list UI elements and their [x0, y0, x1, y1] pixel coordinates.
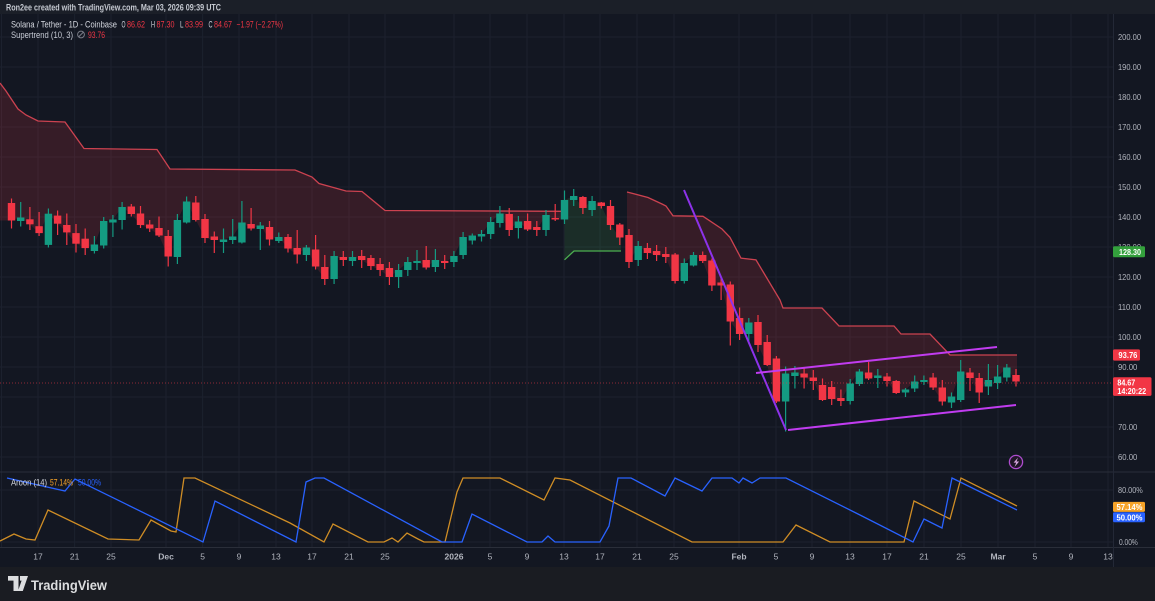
svg-text:21: 21: [919, 552, 929, 562]
svg-text:Feb: Feb: [731, 552, 746, 562]
svg-text:Ron2ee created with TradingVie: Ron2ee created with TradingView.com, Mar…: [6, 3, 221, 14]
svg-text:110.00: 110.00: [1118, 302, 1141, 312]
svg-text:83.99: 83.99: [185, 20, 203, 30]
svg-text:60.00: 60.00: [1118, 452, 1138, 462]
svg-text:57.14%: 57.14%: [50, 478, 73, 488]
svg-text:25: 25: [380, 552, 390, 562]
svg-text:93.76: 93.76: [1118, 351, 1138, 360]
svg-text:25: 25: [669, 552, 679, 562]
svg-text:0.00%: 0.00%: [1119, 537, 1138, 547]
svg-text:100.00: 100.00: [1118, 332, 1141, 342]
svg-text:2026: 2026: [445, 552, 464, 562]
svg-text:5: 5: [200, 552, 205, 562]
svg-text:25: 25: [956, 552, 966, 562]
svg-text:Aroon (14): Aroon (14): [11, 478, 47, 488]
svg-text:17: 17: [307, 552, 317, 562]
svg-text:170.00: 170.00: [1118, 122, 1141, 132]
svg-text:50.00%: 50.00%: [78, 478, 101, 488]
svg-text:80.00%: 80.00%: [1118, 485, 1143, 495]
svg-text:C: C: [209, 20, 213, 30]
svg-text:25: 25: [106, 552, 116, 562]
svg-text:160.00: 160.00: [1118, 152, 1141, 162]
svg-text:70.00: 70.00: [1118, 422, 1138, 432]
svg-text:86.62: 86.62: [127, 20, 145, 30]
svg-text:TradingView: TradingView: [31, 577, 107, 593]
svg-text:Mar: Mar: [990, 552, 1006, 562]
svg-text:O: O: [122, 20, 126, 30]
svg-text:5: 5: [488, 552, 493, 562]
svg-text:17: 17: [595, 552, 605, 562]
svg-text:13: 13: [271, 552, 281, 562]
svg-text:200.00: 200.00: [1118, 32, 1141, 42]
svg-text:5: 5: [1033, 552, 1038, 562]
svg-text:21: 21: [344, 552, 354, 562]
svg-text:Dec: Dec: [158, 552, 174, 562]
svg-text:−1.97 (−2.27%): −1.97 (−2.27%): [237, 20, 284, 30]
svg-text:180.00: 180.00: [1118, 92, 1141, 102]
svg-text:9: 9: [237, 552, 242, 562]
svg-text:9: 9: [525, 552, 530, 562]
svg-text:Supertrend (10, 3): Supertrend (10, 3): [11, 30, 73, 40]
svg-text:Solana / Tether - 1D - Coinbas: Solana / Tether - 1D - Coinbase: [11, 20, 117, 30]
svg-text:17: 17: [33, 552, 43, 562]
svg-text:5: 5: [774, 552, 779, 562]
svg-text:87.30: 87.30: [157, 20, 175, 30]
svg-text:9: 9: [810, 552, 815, 562]
svg-text:120.00: 120.00: [1118, 272, 1141, 282]
svg-text:13: 13: [1103, 552, 1113, 562]
svg-text:90.00: 90.00: [1118, 362, 1138, 372]
svg-text:13: 13: [845, 552, 855, 562]
svg-text:21: 21: [632, 552, 642, 562]
svg-text:150.00: 150.00: [1118, 182, 1141, 192]
svg-text:21: 21: [70, 552, 80, 562]
svg-text:50.00%: 50.00%: [1117, 513, 1143, 522]
svg-text:13: 13: [559, 552, 569, 562]
svg-text:93.76: 93.76: [88, 30, 105, 40]
svg-text:128.30: 128.30: [1119, 248, 1141, 257]
svg-text:9: 9: [1069, 552, 1074, 562]
svg-text:14:20:22: 14:20:22: [1117, 387, 1146, 396]
svg-text:L: L: [180, 20, 184, 30]
svg-text:57.14%: 57.14%: [1117, 503, 1143, 512]
svg-text:84.67: 84.67: [1117, 379, 1135, 388]
svg-text:H: H: [151, 20, 155, 30]
svg-text:84.67: 84.67: [214, 20, 232, 30]
svg-text:17: 17: [882, 552, 892, 562]
svg-text:190.00: 190.00: [1118, 62, 1141, 72]
svg-text:140.00: 140.00: [1118, 212, 1141, 222]
